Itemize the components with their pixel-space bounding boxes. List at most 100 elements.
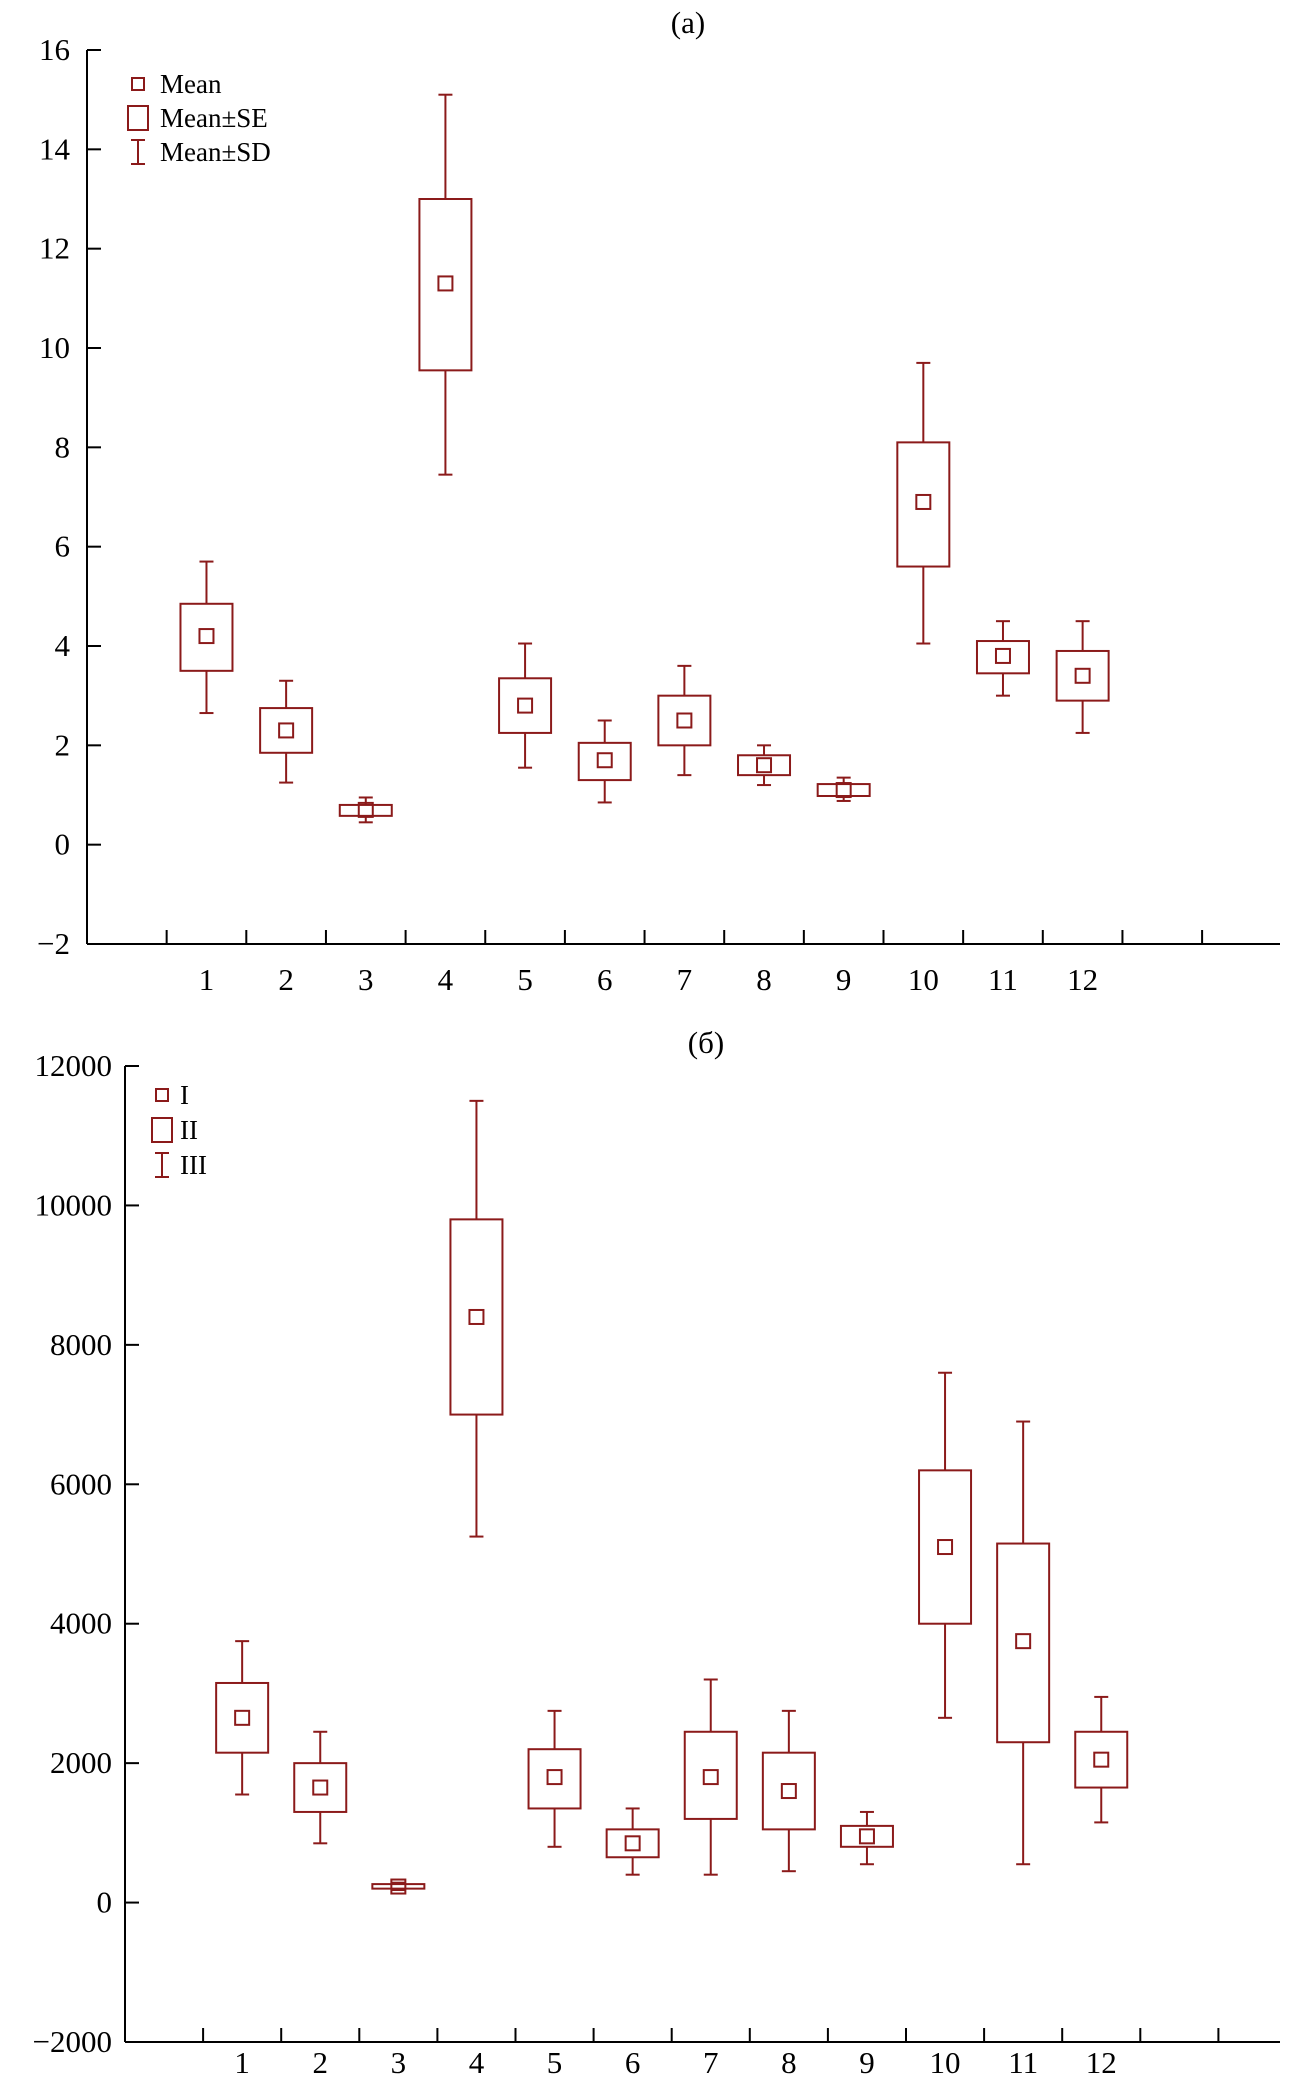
mean-marker-1 xyxy=(198,628,215,645)
x-tick-label-12: 12 xyxy=(1086,2045,1117,2077)
mean-marker-7 xyxy=(702,1769,719,1786)
mean-marker-4 xyxy=(468,1308,485,1325)
y-tick-label: 2 xyxy=(55,727,71,762)
se-box-10 xyxy=(896,441,951,568)
x-tick-label-10: 10 xyxy=(930,2045,961,2077)
box-9 xyxy=(839,1810,894,1866)
x-tick-label-7: 7 xyxy=(703,2045,719,2077)
mean-marker-5 xyxy=(517,697,534,714)
mean-marker-8 xyxy=(756,757,773,774)
box-5 xyxy=(527,1709,582,1848)
x-tick-label-11: 11 xyxy=(988,962,1018,997)
x-tick-label-1: 1 xyxy=(234,2045,250,2077)
se-box-11 xyxy=(975,640,1030,675)
x-tick-label-1: 1 xyxy=(199,962,215,997)
se-box-7 xyxy=(683,1730,738,1820)
box-1 xyxy=(215,1640,270,1796)
se-box-1 xyxy=(179,602,234,672)
box-9 xyxy=(816,776,871,802)
y-tick-label: 12 xyxy=(39,231,70,266)
se-box-2 xyxy=(259,707,314,754)
legend-label-2: Mean±SD xyxy=(160,137,271,167)
se-box-2 xyxy=(293,1762,348,1813)
legend-se-icon xyxy=(151,1117,173,1143)
x-tick-label-4: 4 xyxy=(469,2045,485,2077)
x-tick-label-11: 11 xyxy=(1008,2045,1038,2077)
x-tick-label-12: 12 xyxy=(1067,962,1098,997)
mean-marker-1 xyxy=(234,1709,251,1726)
x-tick-label-7: 7 xyxy=(677,962,693,997)
y-tick-label: 16 xyxy=(39,32,70,67)
se-box-1 xyxy=(215,1681,270,1754)
mean-marker-8 xyxy=(780,1783,797,1800)
mean-marker-12 xyxy=(1074,667,1091,684)
box-10 xyxy=(896,361,951,645)
box-4 xyxy=(449,1099,504,1538)
y-tick-label: −2 xyxy=(37,926,70,961)
chart-title: (a) xyxy=(671,5,705,40)
box-2 xyxy=(293,1730,348,1845)
y-tick-label: 2000 xyxy=(50,1745,112,1780)
box-7 xyxy=(683,1678,738,1876)
x-tick-label-3: 3 xyxy=(391,2045,407,2077)
box-11 xyxy=(975,620,1030,697)
se-box-12 xyxy=(1055,649,1110,702)
x-tick-label-8: 8 xyxy=(756,962,772,997)
mean-marker-3 xyxy=(390,1878,407,1895)
mean-marker-9 xyxy=(858,1828,875,1845)
mean-marker-11 xyxy=(1015,1633,1032,1650)
y-tick-label: 4000 xyxy=(50,1606,112,1641)
mean-marker-2 xyxy=(278,722,295,739)
se-box-10 xyxy=(918,1469,973,1625)
x-tick-label-3: 3 xyxy=(358,962,374,997)
se-box-11 xyxy=(996,1542,1051,1744)
box-4 xyxy=(418,93,473,476)
box-8 xyxy=(761,1709,816,1873)
y-tick-label: −2000 xyxy=(33,2024,112,2059)
box-3 xyxy=(338,796,393,824)
y-tick-label: 8 xyxy=(55,429,71,464)
se-box-4 xyxy=(449,1218,504,1416)
legend: Mean Mean±SE Mean±SD xyxy=(127,69,271,167)
box-11 xyxy=(996,1420,1051,1866)
legend-label-0: I xyxy=(180,1080,189,1110)
y-tick-label: 14 xyxy=(39,131,71,166)
se-box-6 xyxy=(605,1828,660,1859)
x-tick-label-4: 4 xyxy=(438,962,454,997)
box-3 xyxy=(371,1878,426,1895)
mean-marker-9 xyxy=(835,782,852,799)
legend-label-0: Mean xyxy=(160,69,222,99)
box-6 xyxy=(577,719,632,804)
legend-label-1: Mean±SE xyxy=(160,103,268,133)
x-tick-label-10: 10 xyxy=(908,962,939,997)
mean-marker-5 xyxy=(546,1769,563,1786)
se-box-3 xyxy=(371,1883,426,1890)
se-box-7 xyxy=(657,694,712,747)
legend-label-1: II xyxy=(180,1115,198,1145)
y-tick-label: 12000 xyxy=(35,1048,113,1083)
box-10 xyxy=(918,1371,973,1719)
mean-marker-2 xyxy=(312,1779,329,1796)
y-tick-label: 6000 xyxy=(50,1466,112,1501)
se-box-5 xyxy=(498,677,553,734)
y-tick-label: 0 xyxy=(55,827,71,862)
se-box-8 xyxy=(761,1751,816,1831)
se-box-9 xyxy=(839,1824,894,1848)
se-box-9 xyxy=(816,783,871,797)
y-tick-label: 6 xyxy=(55,529,71,564)
se-box-5 xyxy=(527,1748,582,1810)
mean-marker-11 xyxy=(994,647,1011,664)
x-tick-label-5: 5 xyxy=(517,962,533,997)
y-tick-label: 0 xyxy=(97,1885,113,1920)
x-tick-label-8: 8 xyxy=(781,2045,797,2077)
box-7 xyxy=(657,664,712,777)
y-tick-label: 10 xyxy=(39,330,70,365)
y-tick-label: 4 xyxy=(55,628,71,663)
x-tick-label-5: 5 xyxy=(547,2045,563,2077)
legend-se-icon xyxy=(127,105,149,131)
legend-label-2: III xyxy=(180,1150,207,1180)
box-8 xyxy=(737,744,792,787)
